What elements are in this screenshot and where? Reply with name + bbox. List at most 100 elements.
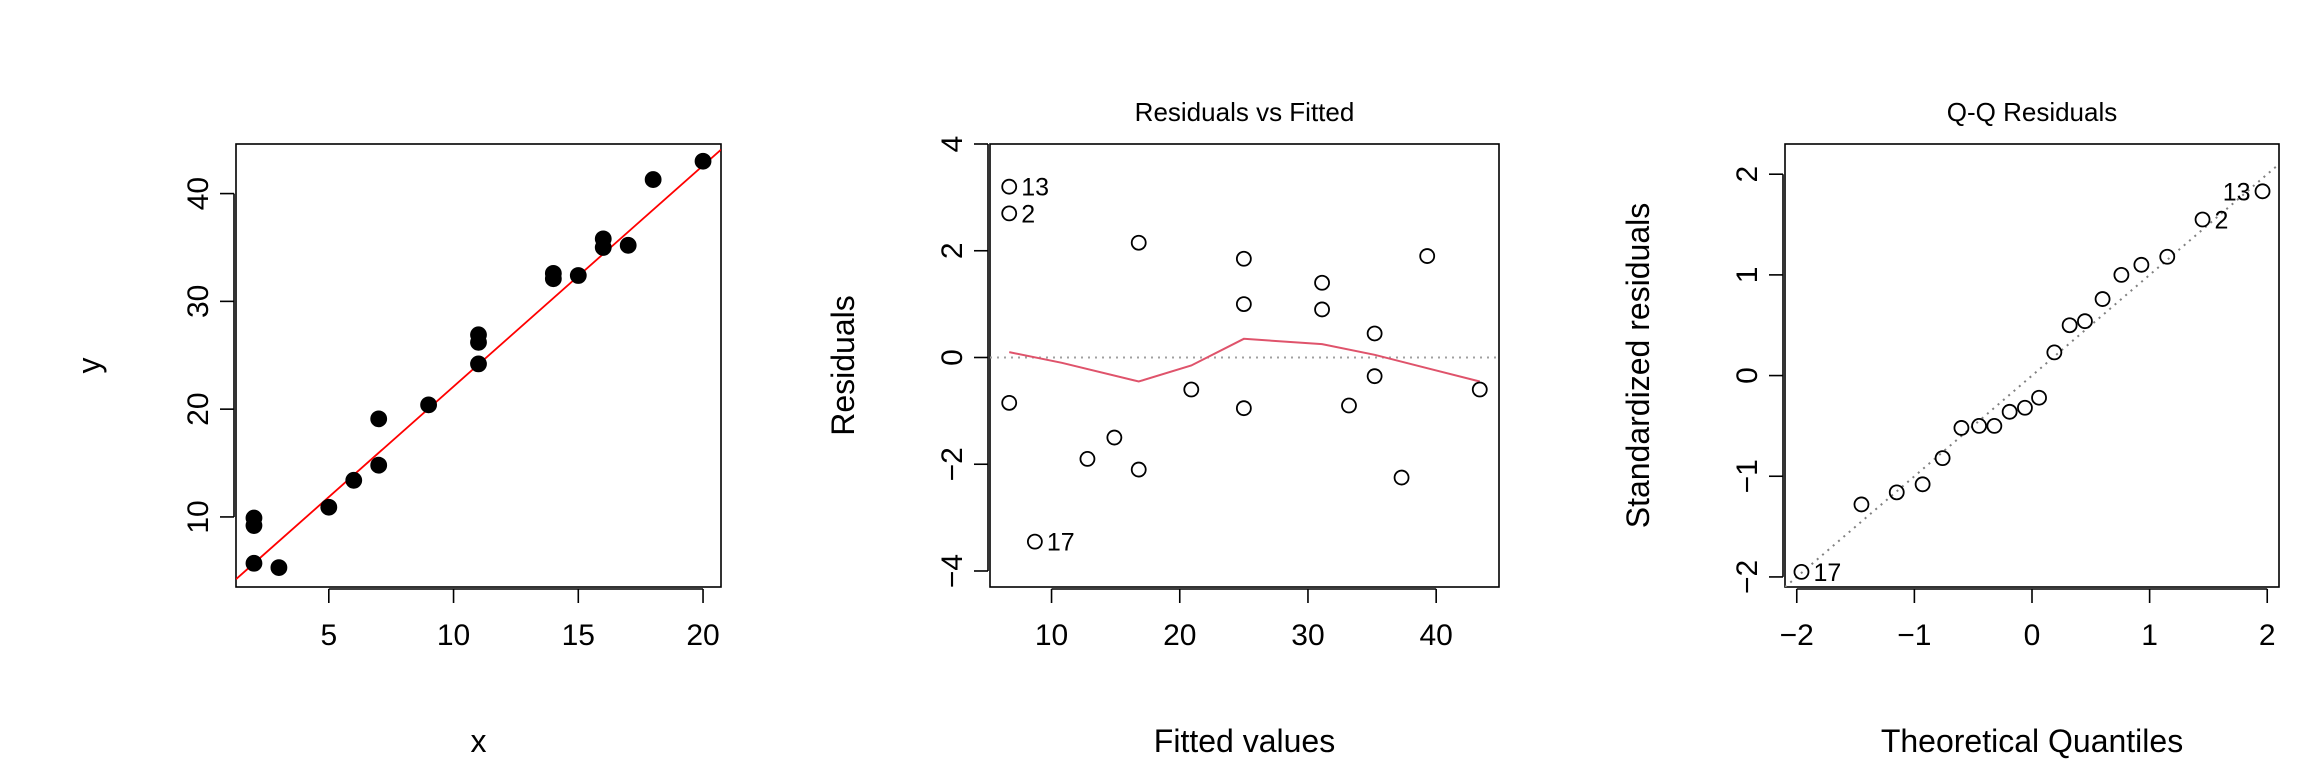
plot-title: Q-Q Residuals	[1947, 97, 2118, 127]
point-label: 2	[2215, 207, 2229, 235]
y-axis-label: Standardized residuals	[1620, 203, 1656, 529]
x-tick-label: 20	[1163, 619, 1196, 652]
data-point	[2113, 266, 2130, 283]
data-point	[2094, 291, 2111, 307]
y-tick-label: 2	[936, 242, 969, 259]
x-tick-label: −1	[1897, 619, 1931, 652]
data-point	[1366, 368, 1383, 385]
data-point	[694, 152, 712, 170]
data-point	[2046, 344, 2063, 361]
y-tick-label: −4	[936, 554, 969, 588]
y-tick-label: 30	[182, 285, 215, 318]
data-point	[1026, 533, 1043, 550]
data-point	[619, 236, 637, 254]
data-point	[245, 509, 263, 527]
data-point	[470, 355, 487, 373]
data-point	[1853, 496, 1870, 513]
data-point	[1793, 563, 1810, 580]
data-point	[2159, 248, 2176, 265]
data-point	[644, 171, 662, 188]
y-tick-label: 4	[936, 136, 969, 153]
scatter-panel: 5 10 15 20 10 20 30 40 x y	[71, 143, 722, 759]
data-point	[320, 498, 338, 516]
y-tick-label: −2	[1731, 560, 1764, 594]
y-tick-label: −1	[1731, 459, 1764, 493]
data-point	[1235, 400, 1252, 417]
data-point	[1393, 469, 1410, 486]
data-point	[470, 326, 487, 344]
y-axis-label: Residuals	[825, 295, 861, 436]
x-axis-label: Theoretical Quantiles	[1881, 723, 2183, 759]
data-point	[1934, 450, 1951, 467]
x-tick-label: 10	[437, 619, 470, 652]
plot-title: Residuals vs Fitted	[1135, 97, 1355, 127]
data-point	[245, 554, 263, 572]
data-point	[2061, 317, 2078, 334]
x-axis-label: Fitted values	[1154, 723, 1335, 759]
x-tick-label: 20	[686, 619, 719, 652]
x-tick-label: −2	[1780, 619, 1814, 652]
x-tick-label: 1	[2141, 619, 2158, 652]
data-point	[1314, 274, 1330, 291]
data-point	[2133, 256, 2150, 273]
data-point	[2077, 313, 2093, 330]
y-tick-label: 10	[182, 500, 215, 533]
y-tick-label: 40	[182, 177, 215, 210]
plot-area	[990, 337, 1499, 383]
point-label: 17	[1047, 529, 1075, 557]
y-axis-label: y	[71, 358, 107, 374]
point-label: 13	[2223, 178, 2251, 206]
data-point	[1130, 234, 1147, 251]
data-point	[270, 559, 288, 576]
y-tick-label: 20	[182, 392, 215, 425]
data-point	[1971, 418, 1987, 434]
y-tick-label: 0	[1731, 367, 1764, 384]
data-point	[370, 410, 388, 428]
x-tick-label: 15	[562, 619, 595, 652]
data-point	[1001, 178, 1018, 195]
x-tick-label: 5	[320, 619, 337, 652]
data-point	[1953, 420, 1970, 436]
point-label: 2	[1021, 200, 1035, 228]
residuals-vs-fitted-panel: 10 20 30 40 −4 −2 0 2 4 Fitted values Residuals Res…	[825, 97, 1500, 759]
data-point	[1001, 205, 1018, 222]
x-tick-label: 40	[1419, 619, 1452, 652]
qq-reference-line	[1785, 163, 2279, 587]
data-point	[1366, 325, 1383, 342]
y-tick-label: 2	[1731, 166, 1764, 183]
x-axis-label: x	[471, 723, 487, 759]
data-point	[1235, 250, 1252, 267]
data-point	[2031, 389, 2047, 406]
qq-residuals-panel: −2 −1 0 1 2 −2 −1 0 1 2 Theoretical Quantiles Stand…	[1620, 97, 2280, 759]
data-point	[1341, 397, 1357, 414]
point-label: 17	[1813, 559, 1841, 587]
x-tick-label: 10	[1035, 619, 1068, 652]
data-point	[2194, 211, 2211, 228]
data-point	[1106, 429, 1123, 446]
plot-area	[1785, 163, 2279, 587]
data-point	[1235, 296, 1252, 313]
y-tick-label: 1	[1731, 267, 1764, 284]
data-point	[2254, 183, 2271, 200]
x-tick-label: 30	[1291, 619, 1324, 652]
data-point	[1471, 381, 1488, 398]
plot-frame	[1784, 143, 2280, 588]
data-point	[1986, 418, 2003, 434]
data-point	[1314, 301, 1330, 318]
data-point	[370, 456, 388, 474]
data-point	[2001, 403, 2018, 420]
data-point	[1079, 451, 1096, 467]
smoother-line	[1009, 337, 1481, 383]
data-point	[1419, 248, 1436, 264]
data-point	[2017, 399, 2033, 416]
data-point	[1914, 476, 1931, 493]
data-point	[345, 471, 363, 489]
data-point	[1888, 484, 1905, 501]
y-tick-label: −2	[936, 447, 969, 481]
data-point	[1183, 381, 1200, 398]
plot-frame	[989, 143, 1500, 588]
data-point	[544, 264, 562, 282]
x-tick-label: 0	[2024, 619, 2041, 652]
data-point	[420, 396, 438, 414]
